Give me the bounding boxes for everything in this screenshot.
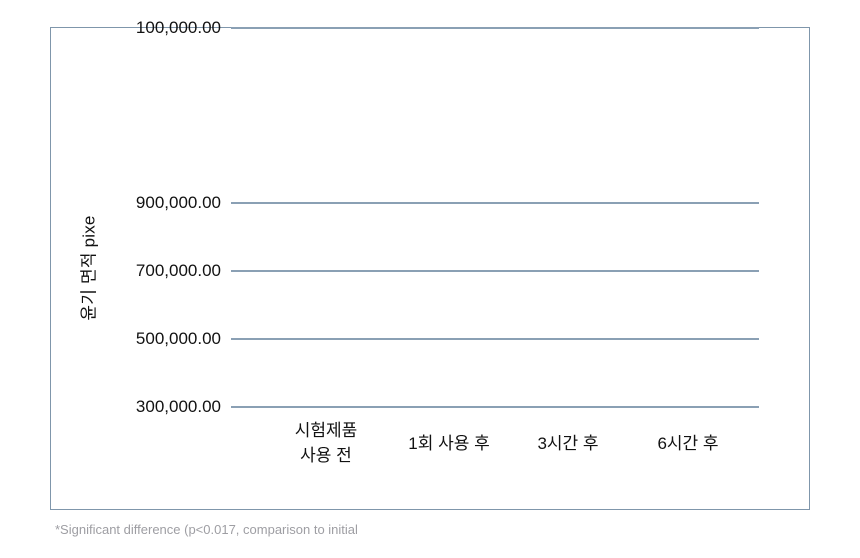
- chart-card: 윤기 면적 pixe 900,000.00 700,000.00 500,000…: [50, 18, 810, 510]
- x-tick-label-line: 6시간 후: [657, 434, 719, 453]
- y-tick-label: 300,000.00: [135, 397, 221, 416]
- gridline: [231, 338, 759, 340]
- y-tick-label: 500,000.00: [135, 329, 221, 348]
- y-tick-label: 700,000.00: [135, 261, 221, 280]
- x-tick-label: 1회 사용 후: [408, 431, 489, 456]
- y-tick-label: 100,000.00: [135, 18, 221, 37]
- gridline: [231, 270, 759, 272]
- x-tick-label-line: 3시간 후: [537, 434, 599, 453]
- x-tick-label: 3시간 후: [537, 431, 598, 456]
- x-tick-label-line: 시험제품: [294, 421, 358, 440]
- x-tick-label: 6시간 후: [657, 431, 718, 456]
- x-tick-label-line: 사용 전: [300, 446, 352, 465]
- x-tick-label-line: 1회 사용 후: [408, 434, 490, 453]
- gridline: [231, 27, 759, 29]
- y-tick-label: 900,000.00: [135, 193, 221, 212]
- gridline: [231, 202, 759, 204]
- gridline: [231, 406, 759, 408]
- significance-footnote: *Significant difference (p<0.017, compar…: [55, 522, 358, 537]
- x-tick-label: 시험제품 사용 전: [295, 418, 358, 468]
